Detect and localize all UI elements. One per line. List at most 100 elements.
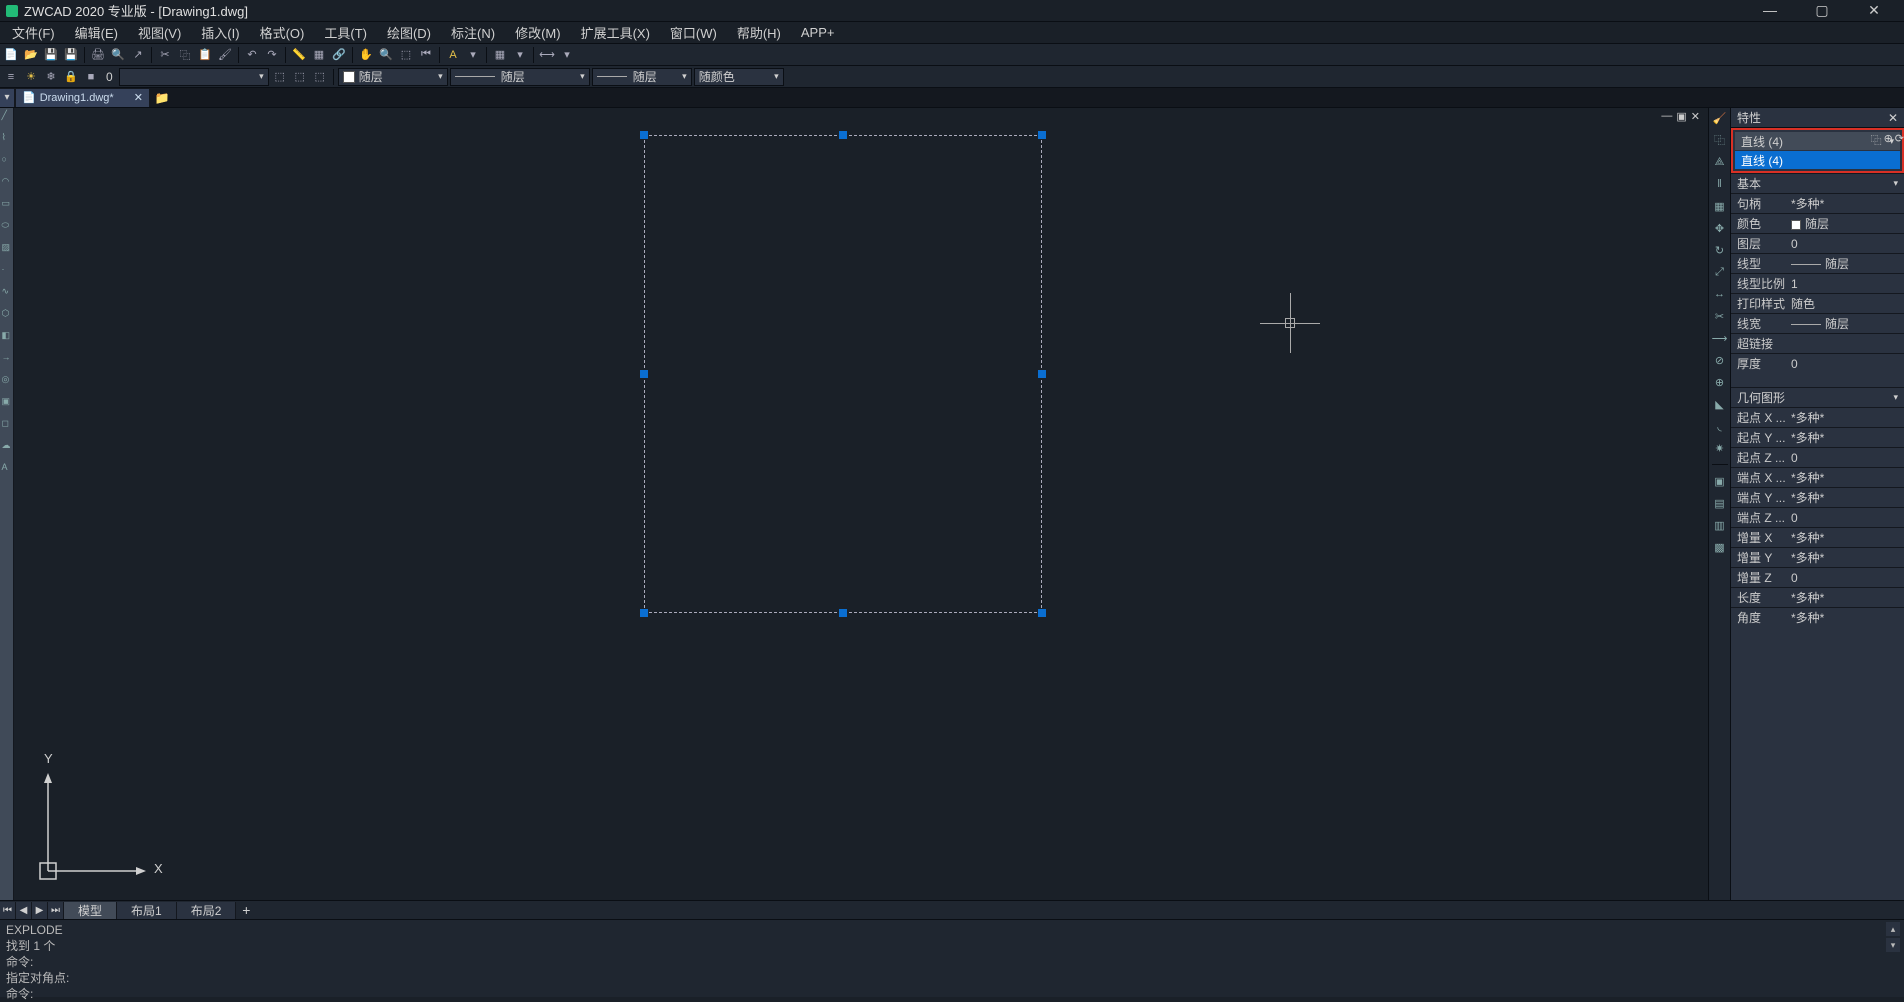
property-row[interactable]: 增量 Z0 xyxy=(1731,567,1904,587)
mirror-icon[interactable]: ⟁ xyxy=(1712,154,1728,170)
line-icon[interactable]: ╱ xyxy=(2,110,12,120)
property-row[interactable]: 句柄*多种* xyxy=(1731,193,1904,213)
zoom-icon[interactable]: 🔍 xyxy=(377,46,395,64)
xref-icon[interactable]: 🔗 xyxy=(330,46,348,64)
property-value[interactable]: *多种* xyxy=(1787,549,1904,566)
publish-icon[interactable]: ↗ xyxy=(129,46,147,64)
plotstyle-dropdown[interactable]: 随颜色 ▾ xyxy=(694,68,784,86)
cut-icon[interactable]: ✂ xyxy=(156,46,174,64)
break-icon[interactable]: ⊘ xyxy=(1712,352,1728,368)
property-row[interactable]: 起点 X ...*多种* xyxy=(1731,407,1904,427)
print-icon[interactable]: 🖨 xyxy=(89,46,107,64)
text2-icon[interactable]: A xyxy=(2,462,12,472)
cmd-scroll-up-icon[interactable]: ▴ xyxy=(1886,922,1900,936)
section-geom[interactable]: 几何图形 ▾ xyxy=(1731,387,1904,407)
quickselect-icon[interactable]: ⿻ xyxy=(1871,132,1882,148)
fillet-icon[interactable]: ◟ xyxy=(1712,418,1728,434)
match-icon[interactable]: 🖌 xyxy=(216,46,234,64)
property-row[interactable]: 线型随层 xyxy=(1731,253,1904,273)
property-row[interactable]: 线型比例1 xyxy=(1731,273,1904,293)
layer-sun-icon[interactable]: ☀ xyxy=(22,68,40,86)
layer-state-icon[interactable]: ⬚ xyxy=(311,68,329,86)
property-value[interactable]: *多种* xyxy=(1787,429,1904,446)
menu-item[interactable]: 扩展工具(X) xyxy=(571,21,660,44)
menu-item[interactable]: 修改(M) xyxy=(505,21,571,44)
command-area[interactable]: EXPLODE 找到 1 个 命令: 指定对角点: 命令: ▴ ▾ xyxy=(0,919,1904,997)
property-row[interactable]: 角度*多种* xyxy=(1731,607,1904,627)
property-row[interactable]: 端点 Z ...0 xyxy=(1731,507,1904,527)
menu-item[interactable]: 格式(O) xyxy=(250,21,315,44)
menu-item[interactable]: 编辑(E) xyxy=(65,21,128,44)
menu-item[interactable]: 绘图(D) xyxy=(377,21,441,44)
property-value[interactable]: *多种* xyxy=(1787,609,1904,626)
menu-item[interactable]: 窗口(W) xyxy=(660,21,727,44)
property-row[interactable]: 打印样式随色 xyxy=(1731,293,1904,313)
offset-icon[interactable]: ‖ xyxy=(1712,176,1728,192)
lt-last-icon[interactable]: ⏭ xyxy=(48,902,64,919)
layer-lock-icon[interactable]: 🔒 xyxy=(62,68,80,86)
property-row[interactable]: 端点 Y ...*多种* xyxy=(1731,487,1904,507)
grip-handle[interactable] xyxy=(1038,370,1046,378)
save-icon[interactable]: 💾 xyxy=(42,46,60,64)
trim-icon[interactable]: ✂ xyxy=(1712,308,1728,324)
doc-pin-icon[interactable]: ▾ xyxy=(0,89,14,107)
property-row[interactable]: 颜色随层 xyxy=(1731,213,1904,233)
lt-first-icon[interactable]: ⏮ xyxy=(0,902,16,919)
explode-icon[interactable]: ✷ xyxy=(1712,440,1728,456)
property-value[interactable]: *多种* xyxy=(1787,529,1904,546)
grp3-icon[interactable]: ▥ xyxy=(1712,517,1728,533)
arc-icon[interactable]: ◠ xyxy=(2,176,12,186)
scale-icon[interactable]: ⤢ xyxy=(1712,264,1728,280)
preview-icon[interactable]: 🔍 xyxy=(109,46,127,64)
text-icon[interactable]: A xyxy=(444,46,462,64)
rect-icon[interactable]: ▭ xyxy=(2,198,12,208)
grip-handle[interactable] xyxy=(1038,609,1046,617)
extend-icon[interactable]: ⟶ xyxy=(1712,330,1728,346)
maximize-button[interactable]: ▢ xyxy=(1808,2,1836,19)
pline-icon[interactable]: ⌇ xyxy=(2,132,12,142)
zoomprev-icon[interactable]: ⏮ xyxy=(417,46,435,64)
cmd-scroll-down-icon[interactable]: ▾ xyxy=(1886,938,1900,952)
array-icon[interactable]: ▦ xyxy=(1712,198,1728,214)
donut-icon[interactable]: ◎ xyxy=(2,374,12,384)
undo-icon[interactable]: ↶ xyxy=(243,46,261,64)
property-value[interactable]: 随层 xyxy=(1787,255,1904,272)
layer-freeze-icon[interactable]: ❄ xyxy=(42,68,60,86)
circle-icon[interactable]: ○ xyxy=(2,154,12,164)
layer-prev-icon[interactable]: ⬚ xyxy=(271,68,289,86)
menu-item[interactable]: 标注(N) xyxy=(441,21,505,44)
layer-dropdown[interactable]: ▾ xyxy=(119,68,269,86)
grp1-icon[interactable]: ▣ xyxy=(1712,473,1728,489)
color-dropdown[interactable]: 随层 ▾ xyxy=(338,68,448,86)
ray-icon[interactable]: → xyxy=(2,352,12,362)
grp4-icon[interactable]: ▩ xyxy=(1712,539,1728,555)
layer-color-icon[interactable]: ■ xyxy=(82,68,100,86)
property-value[interactable]: 随色 xyxy=(1787,295,1904,312)
tab-model[interactable]: 模型 xyxy=(64,902,117,919)
property-row[interactable]: 图层0 xyxy=(1731,233,1904,253)
hatch-icon[interactable]: ▨ xyxy=(2,242,12,252)
saveas-icon[interactable]: 💾 xyxy=(62,46,80,64)
property-row[interactable]: 增量 Y*多种* xyxy=(1731,547,1904,567)
erase-icon[interactable]: 🧹 xyxy=(1712,110,1728,126)
menu-item[interactable]: 工具(T) xyxy=(314,21,377,44)
lineweight-dropdown[interactable]: 随层 ▾ xyxy=(592,68,692,86)
property-row[interactable]: 超链接 xyxy=(1731,333,1904,353)
property-value[interactable]: 0 xyxy=(1787,451,1904,465)
join-icon[interactable]: ⊕ xyxy=(1712,374,1728,390)
vp-min-icon[interactable]: — xyxy=(1661,110,1672,123)
redo-icon[interactable]: ↷ xyxy=(263,46,281,64)
selection-type-option[interactable]: 直线 (4) xyxy=(1735,151,1900,169)
region-icon[interactable]: ◧ xyxy=(2,330,12,340)
paste-icon[interactable]: 📋 xyxy=(196,46,214,64)
property-row[interactable]: 长度*多种* xyxy=(1731,587,1904,607)
property-value[interactable]: *多种* xyxy=(1787,195,1904,212)
doc-tab[interactable]: 📄 Drawing1.dwg* ✕ xyxy=(16,89,149,107)
zoomwin-icon[interactable]: ⬚ xyxy=(397,46,415,64)
property-row[interactable]: 起点 Z ...0 xyxy=(1731,447,1904,467)
property-row[interactable]: 厚度0 xyxy=(1731,353,1904,373)
selectobj-icon[interactable]: ⊕ xyxy=(1884,132,1893,148)
grip-handle[interactable] xyxy=(839,131,847,139)
polygon-icon[interactable]: ⬡ xyxy=(2,308,12,318)
property-value[interactable]: *多种* xyxy=(1787,409,1904,426)
